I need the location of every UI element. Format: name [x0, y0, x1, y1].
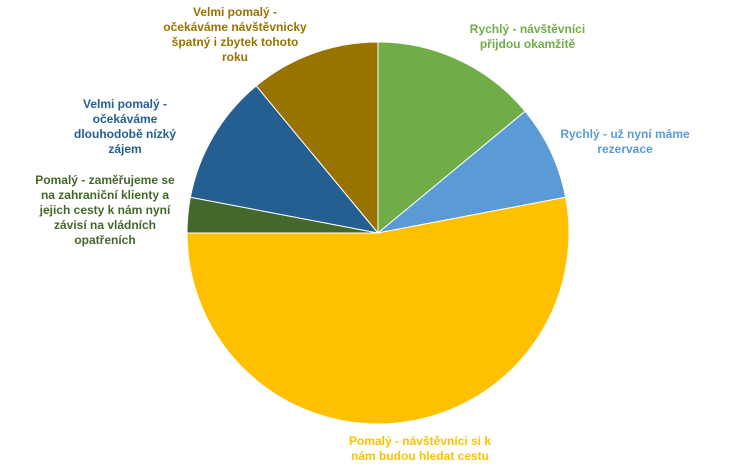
label-pomaly-hledat-cestu: Pomalý - návštěvníci si k nám budou hled…	[348, 434, 492, 463]
label-velmi-pomaly-zbytek-roku: Velmi pomalý - očekáváme návštěvnicky šp…	[163, 5, 307, 64]
label-rychly-rezervace: Rychlý - už nyní máme rezervace	[560, 127, 690, 156]
slice-velmi-pomaly-dlouhodobe	[189, 85, 380, 234]
slice-velmi-pomaly-zbytek-roku	[255, 41, 379, 235]
slice-rychly-rezervace	[377, 110, 567, 234]
slice-pomaly-hledat-cestu	[186, 196, 570, 425]
slice-rychly-okamzite	[377, 41, 526, 235]
label-velmi-pomaly-dlouhodobe: Velmi pomalý - očekáváme dlouhodobě nízk…	[74, 97, 176, 156]
label-pomaly-zahranicni: Pomalý - zaměřujeme se na zahraniční kli…	[35, 173, 175, 247]
label-rychly-okamzite: Rychlý - návštěvníci přijdou okamžitě	[469, 22, 586, 51]
